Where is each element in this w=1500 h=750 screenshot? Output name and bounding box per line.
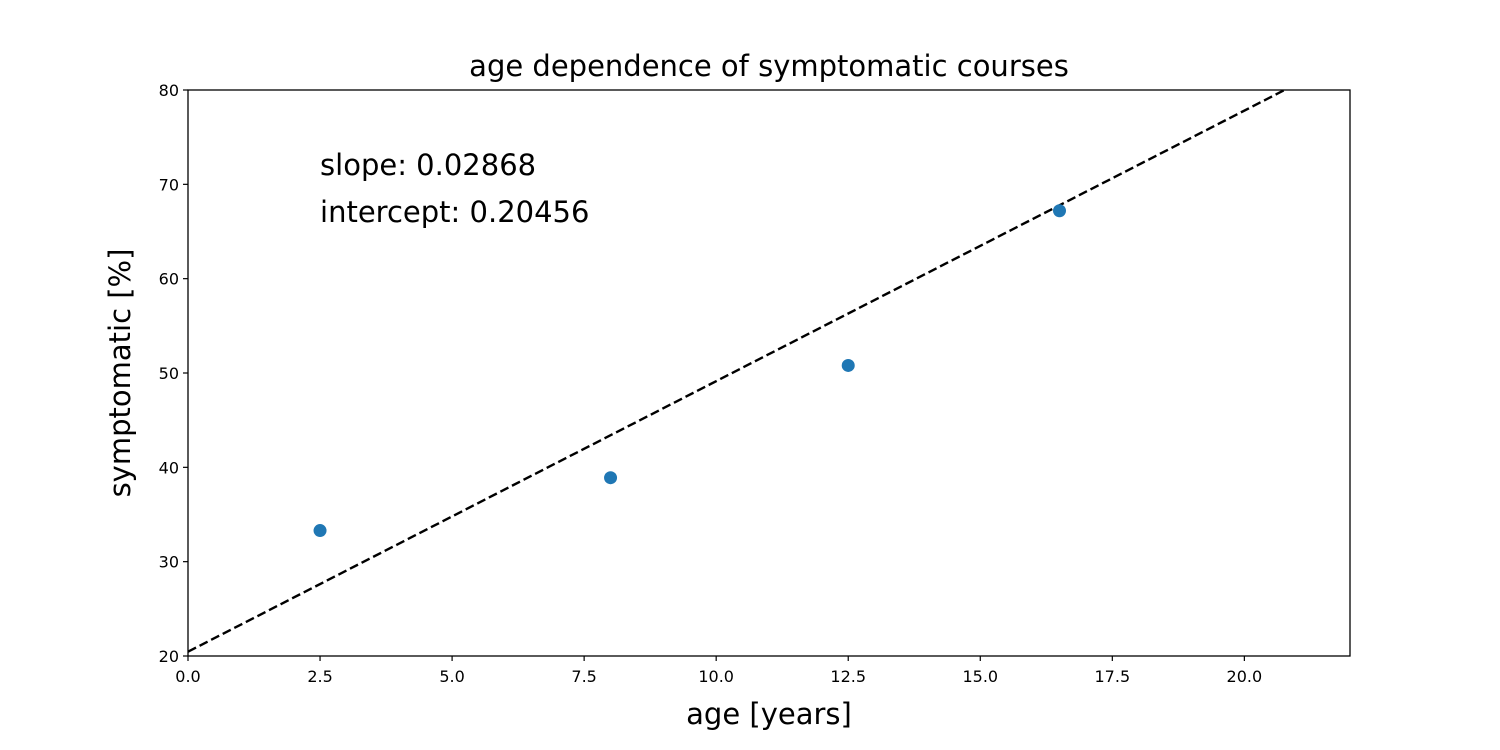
data-point <box>313 524 327 538</box>
data-point <box>604 471 618 485</box>
x-tick-label: 10.0 <box>698 667 734 686</box>
y-tick-label: 20 <box>159 647 179 666</box>
y-tick-label: 30 <box>159 553 179 572</box>
x-tick-label: 12.5 <box>830 667 866 686</box>
y-tick-label: 70 <box>159 175 179 194</box>
x-tick-label: 15.0 <box>962 667 998 686</box>
fit-line <box>188 90 1288 653</box>
x-axis-label: age [years] <box>686 697 852 731</box>
x-tick-label: 7.5 <box>571 667 596 686</box>
data-point <box>841 358 855 372</box>
x-tick-label: 5.0 <box>439 667 464 686</box>
y-tick-label: 50 <box>159 364 179 383</box>
annotation-layer: slope: 0.02868 intercept: 0.20456 <box>320 148 589 229</box>
x-tick-label: 0.0 <box>175 667 200 686</box>
y-tick-label: 80 <box>159 81 179 100</box>
x-axis: 0.0 2.5 5.0 7.5 10.0 12.5 15.0 17.5 20.0 <box>175 656 1262 686</box>
x-tick-label: 17.5 <box>1095 667 1131 686</box>
plot-area <box>188 90 1288 653</box>
y-axis-label: symptomatic [%] <box>103 249 137 498</box>
data-point <box>1053 204 1066 218</box>
y-tick-label: 60 <box>159 270 179 289</box>
chart-title: age dependence of symptomatic courses <box>469 49 1069 83</box>
y-tick-label: 40 <box>159 458 179 477</box>
y-axis: 20 30 40 50 60 70 80 <box>159 81 188 666</box>
fit-annotation: intercept: 0.20456 <box>320 195 589 229</box>
x-tick-label: 2.5 <box>307 667 332 686</box>
fit-annotation: slope: 0.02868 <box>320 148 536 182</box>
x-tick-label: 20.0 <box>1227 667 1263 686</box>
